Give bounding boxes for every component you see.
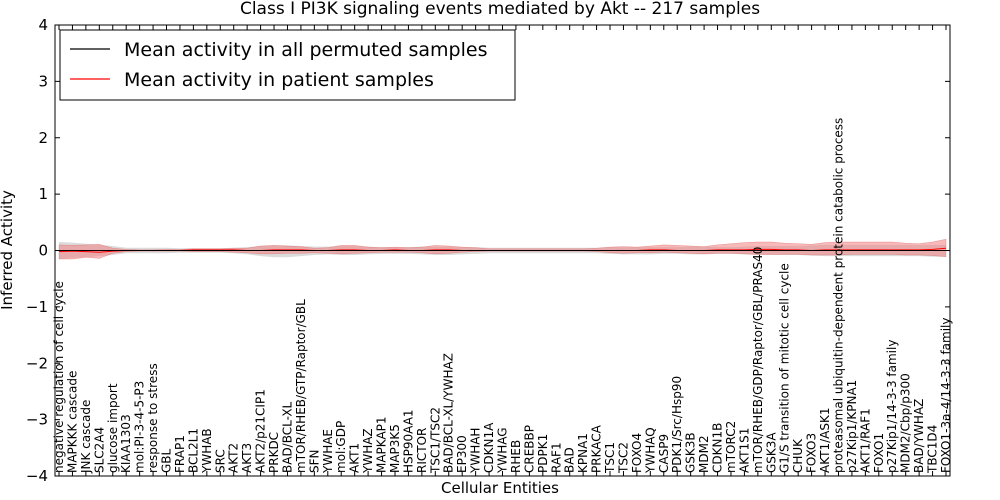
y-tick-label: 2 [38,129,48,147]
x-tick-label: BAD [563,447,577,473]
x-tick-label: SRC [213,449,227,473]
x-tick-label: CDKN1A [482,422,496,473]
x-tick-label: MDM2 [697,435,711,473]
x-tick-label: PDPK1 [536,434,550,473]
x-axis: negative regulation of cell cycle MAPKKK … [52,25,953,476]
x-tick-label: TSC1/TSC2 [428,407,442,474]
x-tick-label: mTORC2 [724,421,738,473]
x-tick-label: negative regulation of cell cycle [52,281,66,473]
y-tick-label: −4 [26,467,48,485]
x-tick-label: MAPKAP1 [375,416,389,473]
x-tick-label: G1/S transition of mitotic cell cycle [778,263,792,473]
x-tick-label: RICTOR [415,428,429,473]
x-tick-label: YWHAE [321,429,335,474]
y-tick-label: 4 [38,16,48,34]
x-tick-label: AKT1 [348,443,362,473]
y-tick-label: −2 [26,354,48,372]
y-axis-label: Inferred Activity [0,190,16,310]
x-tick-label: AKT2 [227,443,241,473]
y-tick-label: 3 [38,72,48,90]
y-tick-label: −1 [26,298,48,316]
x-tick-label: YWHAQ [643,427,657,474]
chart-title: Class I PI3K signaling events mediated b… [240,0,760,19]
x-tick-label: AKT1/RAF1 [858,408,872,473]
x-tick-label: mol:GDP [334,421,348,473]
x-tick-label: YWHAG [496,427,510,474]
legend-label-permuted: Mean activity in all permuted samples [124,39,487,61]
x-tick-label: p27Kip1/KPNA1 [845,380,859,473]
x-tick-label: RAF1 [549,442,563,473]
x-tick-label: p27Kip1/14-3-3 family [885,340,899,473]
x-tick-label: PDK1/Src/Hsp90 [670,376,684,473]
legend: Mean activity in all permuted samples Me… [59,29,516,101]
x-tick-label: SFN [307,450,321,474]
x-tick-label: AKT3 [240,443,254,473]
x-tick-label: TSC2 [617,442,631,474]
x-tick-label: KPNA1 [576,433,590,473]
x-axis-label: Cellular Entities [441,479,559,497]
x-tick-label: AKT2/p21CIP1 [254,389,268,473]
x-tick-label: BAD/BCL-XL/YWHAZ [442,353,456,473]
x-tick-label: CREBBP [522,425,536,473]
x-tick-label: MDM2/Cbp/p300 [899,373,913,473]
x-tick-label: mTOR/RHEB/GDP/Raptor/GBL/PRAS40 [751,247,765,473]
x-tick-label: FOXO4 [630,433,644,473]
x-tick-label: YWHAB [200,428,214,474]
x-tick-label: YWHAH [469,428,483,474]
y-tick-label: −3 [26,411,48,429]
patient-band [58,238,947,260]
x-tick-label: PRKACA [590,424,604,473]
x-tick-label: TBC1D4 [926,425,940,474]
x-tick-label: GBL [160,448,174,473]
x-tick-label: MAP3K5 [388,424,402,473]
x-tick-label: EP300 [455,435,469,473]
x-tick-label: CHUK [791,438,805,473]
series-lines [58,247,947,253]
x-tick-label: glucose import [106,383,120,473]
x-tick-label: FOXO1 [872,433,886,473]
x-tick-label: CDKN1B [711,423,725,473]
x-tick-label: FOXO1-3a-4/14-3-3 family [939,318,953,474]
y-tick-label: 0 [38,242,48,260]
x-tick-label: KIAA1303 [119,414,133,473]
x-tick-label: YWHAZ [361,428,375,474]
x-tick-label: BAD/BCL-XL [281,401,295,473]
x-tick-label: JNK cascade [79,400,93,474]
legend-label-patient: Mean activity in patient samples [124,69,434,91]
x-tick-label: BCL2L1 [186,428,200,473]
x-tick-label: PRKDC [267,432,281,473]
x-tick-label: RHEB [509,440,523,473]
x-tick-label: AKT1S1 [737,428,751,473]
x-tick-label: GSK3B [684,432,698,473]
x-tick-label: SLC2A4 [92,427,106,473]
x-tick-label: proteasomal ubiquitin-dependent protein … [832,118,846,473]
x-tick-label: FOXO3 [805,433,819,473]
legend-box [59,29,516,101]
x-tick-label: HSP90AA1 [401,409,415,473]
x-tick-label: mTOR/RHEB/GTP/Raptor/GBL [294,299,308,473]
x-tick-label: BAD/YWHAZ [912,399,926,473]
x-tick-label: MAPKKK cascade [65,371,79,473]
x-tick-label: GSK3A [764,432,778,473]
x-tick-label: TSC1 [603,442,617,474]
y-tick-label: 1 [38,185,48,203]
x-tick-label: response to stress [146,363,160,473]
activity-bands [58,238,947,260]
x-tick-label: FRAP1 [173,435,187,473]
x-tick-label: AKT1/ASK1 [818,408,832,473]
y-axis: 4 3 2 1 0 −1 −2 −3 −4 [26,16,950,485]
x-tick-label: mol:PI-3-4-5-P3 [133,381,147,473]
x-tick-label: CASP9 [657,434,671,473]
